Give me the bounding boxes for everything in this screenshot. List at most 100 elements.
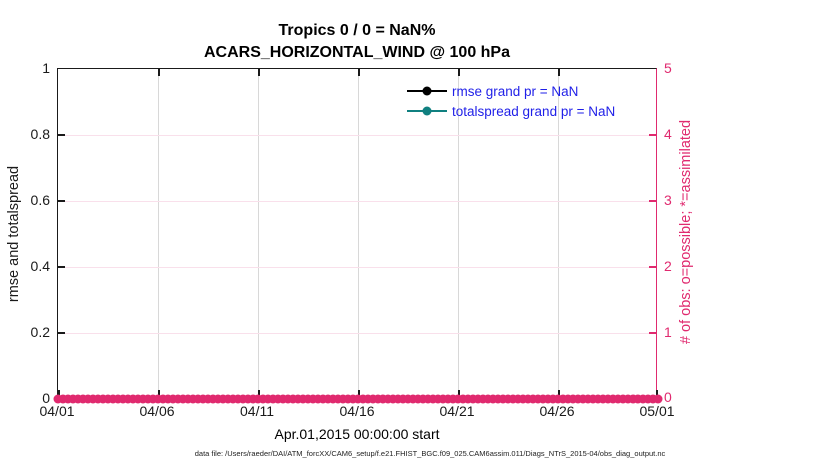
obs-count-marker <box>173 394 183 404</box>
obs-count-marker <box>158 394 168 404</box>
x-tick-label: 04/21 <box>439 403 475 419</box>
obs-count-marker <box>108 394 118 404</box>
x-tick-top <box>158 69 160 76</box>
obs-count-marker <box>283 394 293 404</box>
obs-count-marker <box>398 394 408 404</box>
right-tick-label: 4 <box>664 126 672 142</box>
obs-count-marker <box>233 394 243 404</box>
x-axis-title: Apr.01,2015 00:00:00 start <box>274 426 440 442</box>
obs-count-marker <box>363 394 373 404</box>
obs-count-marker <box>498 394 508 404</box>
obs-count-marker <box>433 394 443 404</box>
obs-count-marker <box>163 394 173 404</box>
obs-count-marker <box>438 394 448 404</box>
obs-count-marker <box>103 394 113 404</box>
x-tick <box>558 390 560 397</box>
obs-count-marker <box>468 394 478 404</box>
obs-count-marker <box>473 394 483 404</box>
obs-count-marker <box>493 394 503 404</box>
obs-count-marker <box>253 394 263 404</box>
obs-count-marker <box>443 394 453 404</box>
right-tick <box>649 200 656 202</box>
obs-count-marker <box>93 394 103 404</box>
obs-count-marker <box>118 394 128 404</box>
gridline-horizontal <box>58 333 656 334</box>
obs-count-marker <box>153 394 163 404</box>
obs-count-marker <box>593 394 603 404</box>
obs-count-marker <box>313 394 323 404</box>
obs-count-marker <box>623 394 633 404</box>
obs-count-marker <box>178 394 188 404</box>
data-file-path: data file: /Users/raeder/DAI/ATM_forcXX/… <box>194 449 666 458</box>
x-tick <box>58 390 60 397</box>
x-tick <box>258 390 260 397</box>
left-tick-label: 0 <box>42 390 50 406</box>
obs-count-marker <box>453 394 463 404</box>
obs-count-marker <box>418 394 428 404</box>
plot-area <box>53 68 663 404</box>
left-tick-label: 0.8 <box>30 126 50 142</box>
obs-count-marker <box>243 394 253 404</box>
obs-count-marker <box>83 394 93 404</box>
obs-count-marker <box>413 394 423 404</box>
obs-count-marker <box>608 394 618 404</box>
obs-count-marker <box>568 394 578 404</box>
obs-count-marker <box>563 394 573 404</box>
gridline-vertical <box>458 69 459 397</box>
obs-count-marker <box>513 394 523 404</box>
right-tick-label: 2 <box>664 258 672 274</box>
obs-count-marker <box>483 394 493 404</box>
obs-count-marker <box>548 394 558 404</box>
x-tick-label: 04/01 <box>39 403 75 419</box>
obs-count-marker <box>383 394 393 404</box>
obs-count-marker <box>533 394 543 404</box>
gridline-vertical <box>358 69 359 397</box>
obs-count-marker <box>63 394 73 404</box>
left-tick-label: 0.6 <box>30 192 50 208</box>
left-tick-label: 0.2 <box>30 324 50 340</box>
obs-count-marker <box>528 394 538 404</box>
x-tick-top <box>358 69 360 76</box>
x-tick <box>458 390 460 397</box>
legend-row-rmse: rmse grand pr = NaN <box>407 81 615 101</box>
obs-count-marker <box>613 394 623 404</box>
obs-count-marker <box>248 394 258 404</box>
obs-count-marker <box>113 394 123 404</box>
x-tick <box>358 390 360 397</box>
obs-count-marker <box>403 394 413 404</box>
right-tick-label: 3 <box>664 192 672 208</box>
right-tick <box>649 134 656 136</box>
x-tick-label: 05/01 <box>639 403 675 419</box>
legend-label-totalspread: totalspread grand pr = NaN <box>452 103 616 119</box>
obs-count-marker <box>628 394 638 404</box>
obs-count-marker <box>393 394 403 404</box>
obs-count-marker <box>123 394 133 404</box>
obs-count-marker <box>478 394 488 404</box>
obs-count-marker <box>588 394 598 404</box>
left-axis-title: rmse and totalspread <box>6 165 22 303</box>
obs-count-marker <box>368 394 378 404</box>
obs-count-marker <box>308 394 318 404</box>
rmse-line-marker-icon <box>407 89 447 93</box>
gridline-vertical <box>558 69 559 397</box>
obs-count-marker <box>198 394 208 404</box>
obs-count-marker <box>98 394 108 404</box>
obs-count-marker <box>448 394 458 404</box>
obs-count-marker <box>488 394 498 404</box>
obs-count-marker <box>303 394 313 404</box>
gridline-vertical <box>258 69 259 397</box>
right-tick-label: 1 <box>664 324 672 340</box>
obs-count-marker <box>298 394 308 404</box>
obs-count-marker <box>133 394 143 404</box>
obs-count-marker <box>653 394 663 404</box>
left-tick <box>58 266 65 268</box>
obs-count-marker <box>583 394 593 404</box>
obs-count-marker <box>343 394 353 404</box>
x-tick-label: 04/26 <box>539 403 575 419</box>
obs-count-marker <box>218 394 228 404</box>
obs-count-marker <box>543 394 553 404</box>
obs-count-marker <box>643 394 653 404</box>
obs-count-marker <box>558 394 568 404</box>
obs-count-marker <box>278 394 288 404</box>
